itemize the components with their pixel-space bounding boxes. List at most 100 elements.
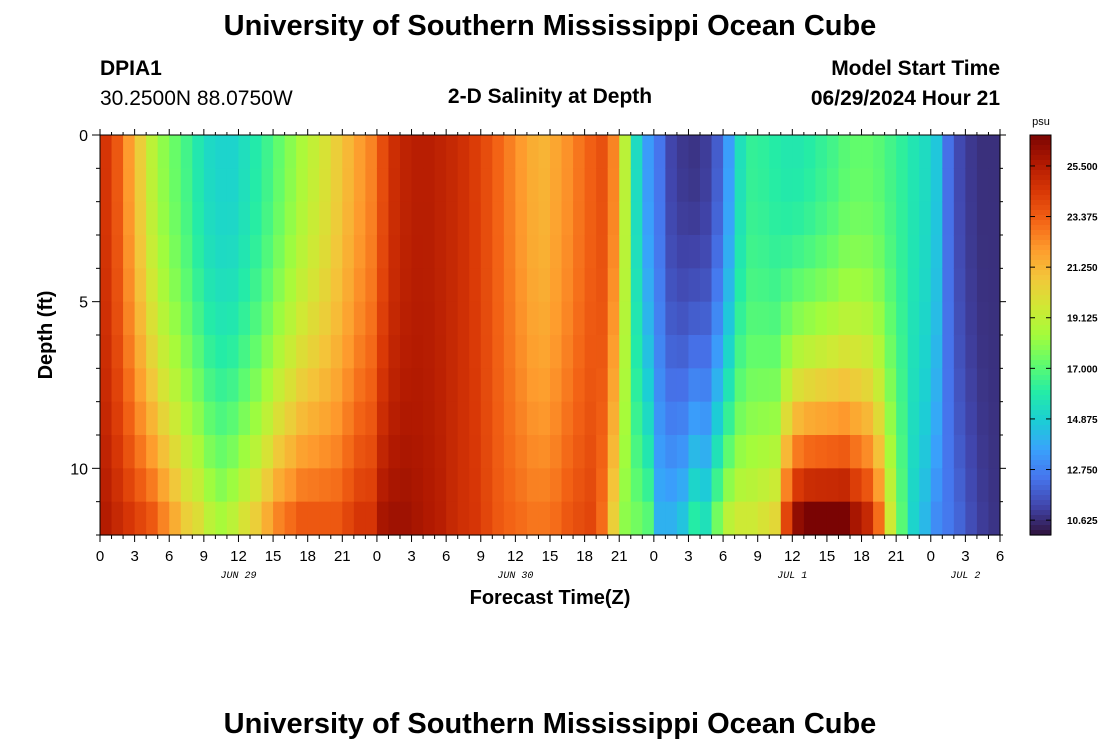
heatmap-cell (538, 168, 551, 203)
heatmap-cell (261, 235, 274, 269)
heatmap-cell (584, 235, 597, 269)
heatmap-cell (492, 168, 505, 203)
heatmap-cell (561, 235, 574, 269)
heatmap-cell (573, 435, 586, 469)
heatmap-cell (273, 501, 286, 536)
heatmap-cell (561, 335, 574, 369)
heatmap-cell (526, 168, 540, 203)
heatmap-cell (388, 368, 401, 403)
heatmap-cell (296, 201, 309, 236)
heatmap-cell (169, 368, 182, 403)
heatmap-cell (838, 468, 851, 503)
heatmap-cell (250, 201, 263, 236)
heatmap-cell (792, 501, 805, 536)
heatmap-cell (434, 501, 447, 536)
heatmap-cell (480, 468, 493, 503)
heatmap-cell (734, 501, 747, 536)
heatmap-cell (850, 468, 863, 503)
heatmap-cell (123, 401, 136, 436)
heatmap-cell (319, 401, 332, 436)
heatmap-cell (584, 501, 597, 536)
heatmap-cell (769, 335, 782, 369)
heatmap-cell (123, 468, 136, 503)
heatmap-cell (457, 135, 470, 169)
heatmap-cell (676, 268, 690, 303)
heatmap-cell (850, 235, 863, 269)
heatmap-cell (250, 168, 263, 203)
heatmap-cell (307, 435, 320, 469)
heatmap-cell (180, 135, 193, 169)
heatmap-cell (884, 435, 897, 469)
heatmap-cell (780, 235, 793, 269)
heatmap-cell (353, 468, 366, 503)
heatmap-cell (469, 201, 482, 236)
heatmap-cell (192, 135, 205, 169)
heatmap-cell (261, 201, 274, 236)
station-id: DPIA1 (100, 57, 162, 80)
x-tick-label: 6 (442, 548, 450, 565)
heatmap-cell (203, 501, 216, 536)
heatmap-cell (192, 435, 205, 469)
heatmap-cell (261, 435, 274, 469)
x-tick-label: 3 (961, 548, 969, 565)
heatmap-cell (746, 401, 759, 436)
heatmap-cell (457, 501, 470, 536)
heatmap-cell (400, 301, 413, 336)
heatmap-cell (665, 335, 678, 369)
heatmap-cell (526, 368, 540, 403)
heatmap-cell (503, 135, 516, 169)
heatmap-cell (330, 468, 343, 503)
heatmap-cell (896, 301, 909, 336)
heatmap-cell (526, 268, 540, 303)
heatmap-cell (769, 168, 782, 203)
heatmap-cell (584, 401, 597, 436)
colorbar-segment (1030, 190, 1051, 196)
heatmap-cell (180, 501, 193, 536)
heatmap-cell (134, 301, 147, 336)
heatmap-cell (988, 401, 1001, 436)
heatmap-cell (469, 501, 482, 536)
heatmap-cell (873, 335, 886, 369)
heatmap-cell (503, 401, 516, 436)
heatmap-cell (907, 168, 920, 203)
heatmap-cell (688, 201, 701, 236)
heatmap-cell (953, 435, 966, 469)
heatmap-cell (111, 468, 124, 503)
heatmap-cell (192, 268, 205, 303)
heatmap-cell (769, 235, 782, 269)
heatmap-cell (330, 401, 343, 436)
heatmap-cell (665, 468, 678, 503)
heatmap-cell (203, 201, 216, 236)
heatmap-cell (515, 301, 528, 336)
colorbar-segment (1030, 195, 1051, 201)
heatmap-cell (411, 435, 424, 469)
heatmap-cell (434, 201, 447, 236)
heatmap-cell (169, 435, 182, 469)
heatmap-cell (157, 435, 170, 469)
heatmap-cell (284, 368, 297, 403)
heatmap-cell (896, 435, 909, 469)
heatmap-cell (607, 501, 620, 536)
heatmap-cell (700, 135, 713, 169)
heatmap-cell (457, 235, 470, 269)
heatmap-cell (919, 235, 932, 269)
heatmap-cell (907, 368, 920, 403)
heatmap-cell (826, 235, 840, 269)
heatmap-cell (861, 401, 874, 436)
heatmap-cell (803, 235, 816, 269)
heatmap-cell (319, 135, 332, 169)
colorbar-segment (1030, 350, 1051, 356)
colorbar-segment (1030, 210, 1051, 216)
heatmap-cell (123, 268, 136, 303)
heatmap-cell (250, 268, 263, 303)
heatmap-cell (907, 235, 920, 269)
heatmap-cell (215, 335, 228, 369)
heatmap-cell (757, 335, 770, 369)
heatmap-cell (676, 368, 690, 403)
colorbar-segment (1030, 480, 1051, 486)
colorbar-segment (1030, 285, 1051, 291)
heatmap-cell (976, 235, 990, 269)
heatmap-cell (180, 435, 193, 469)
heatmap-cell (307, 135, 320, 169)
heatmap-cell (596, 435, 609, 469)
